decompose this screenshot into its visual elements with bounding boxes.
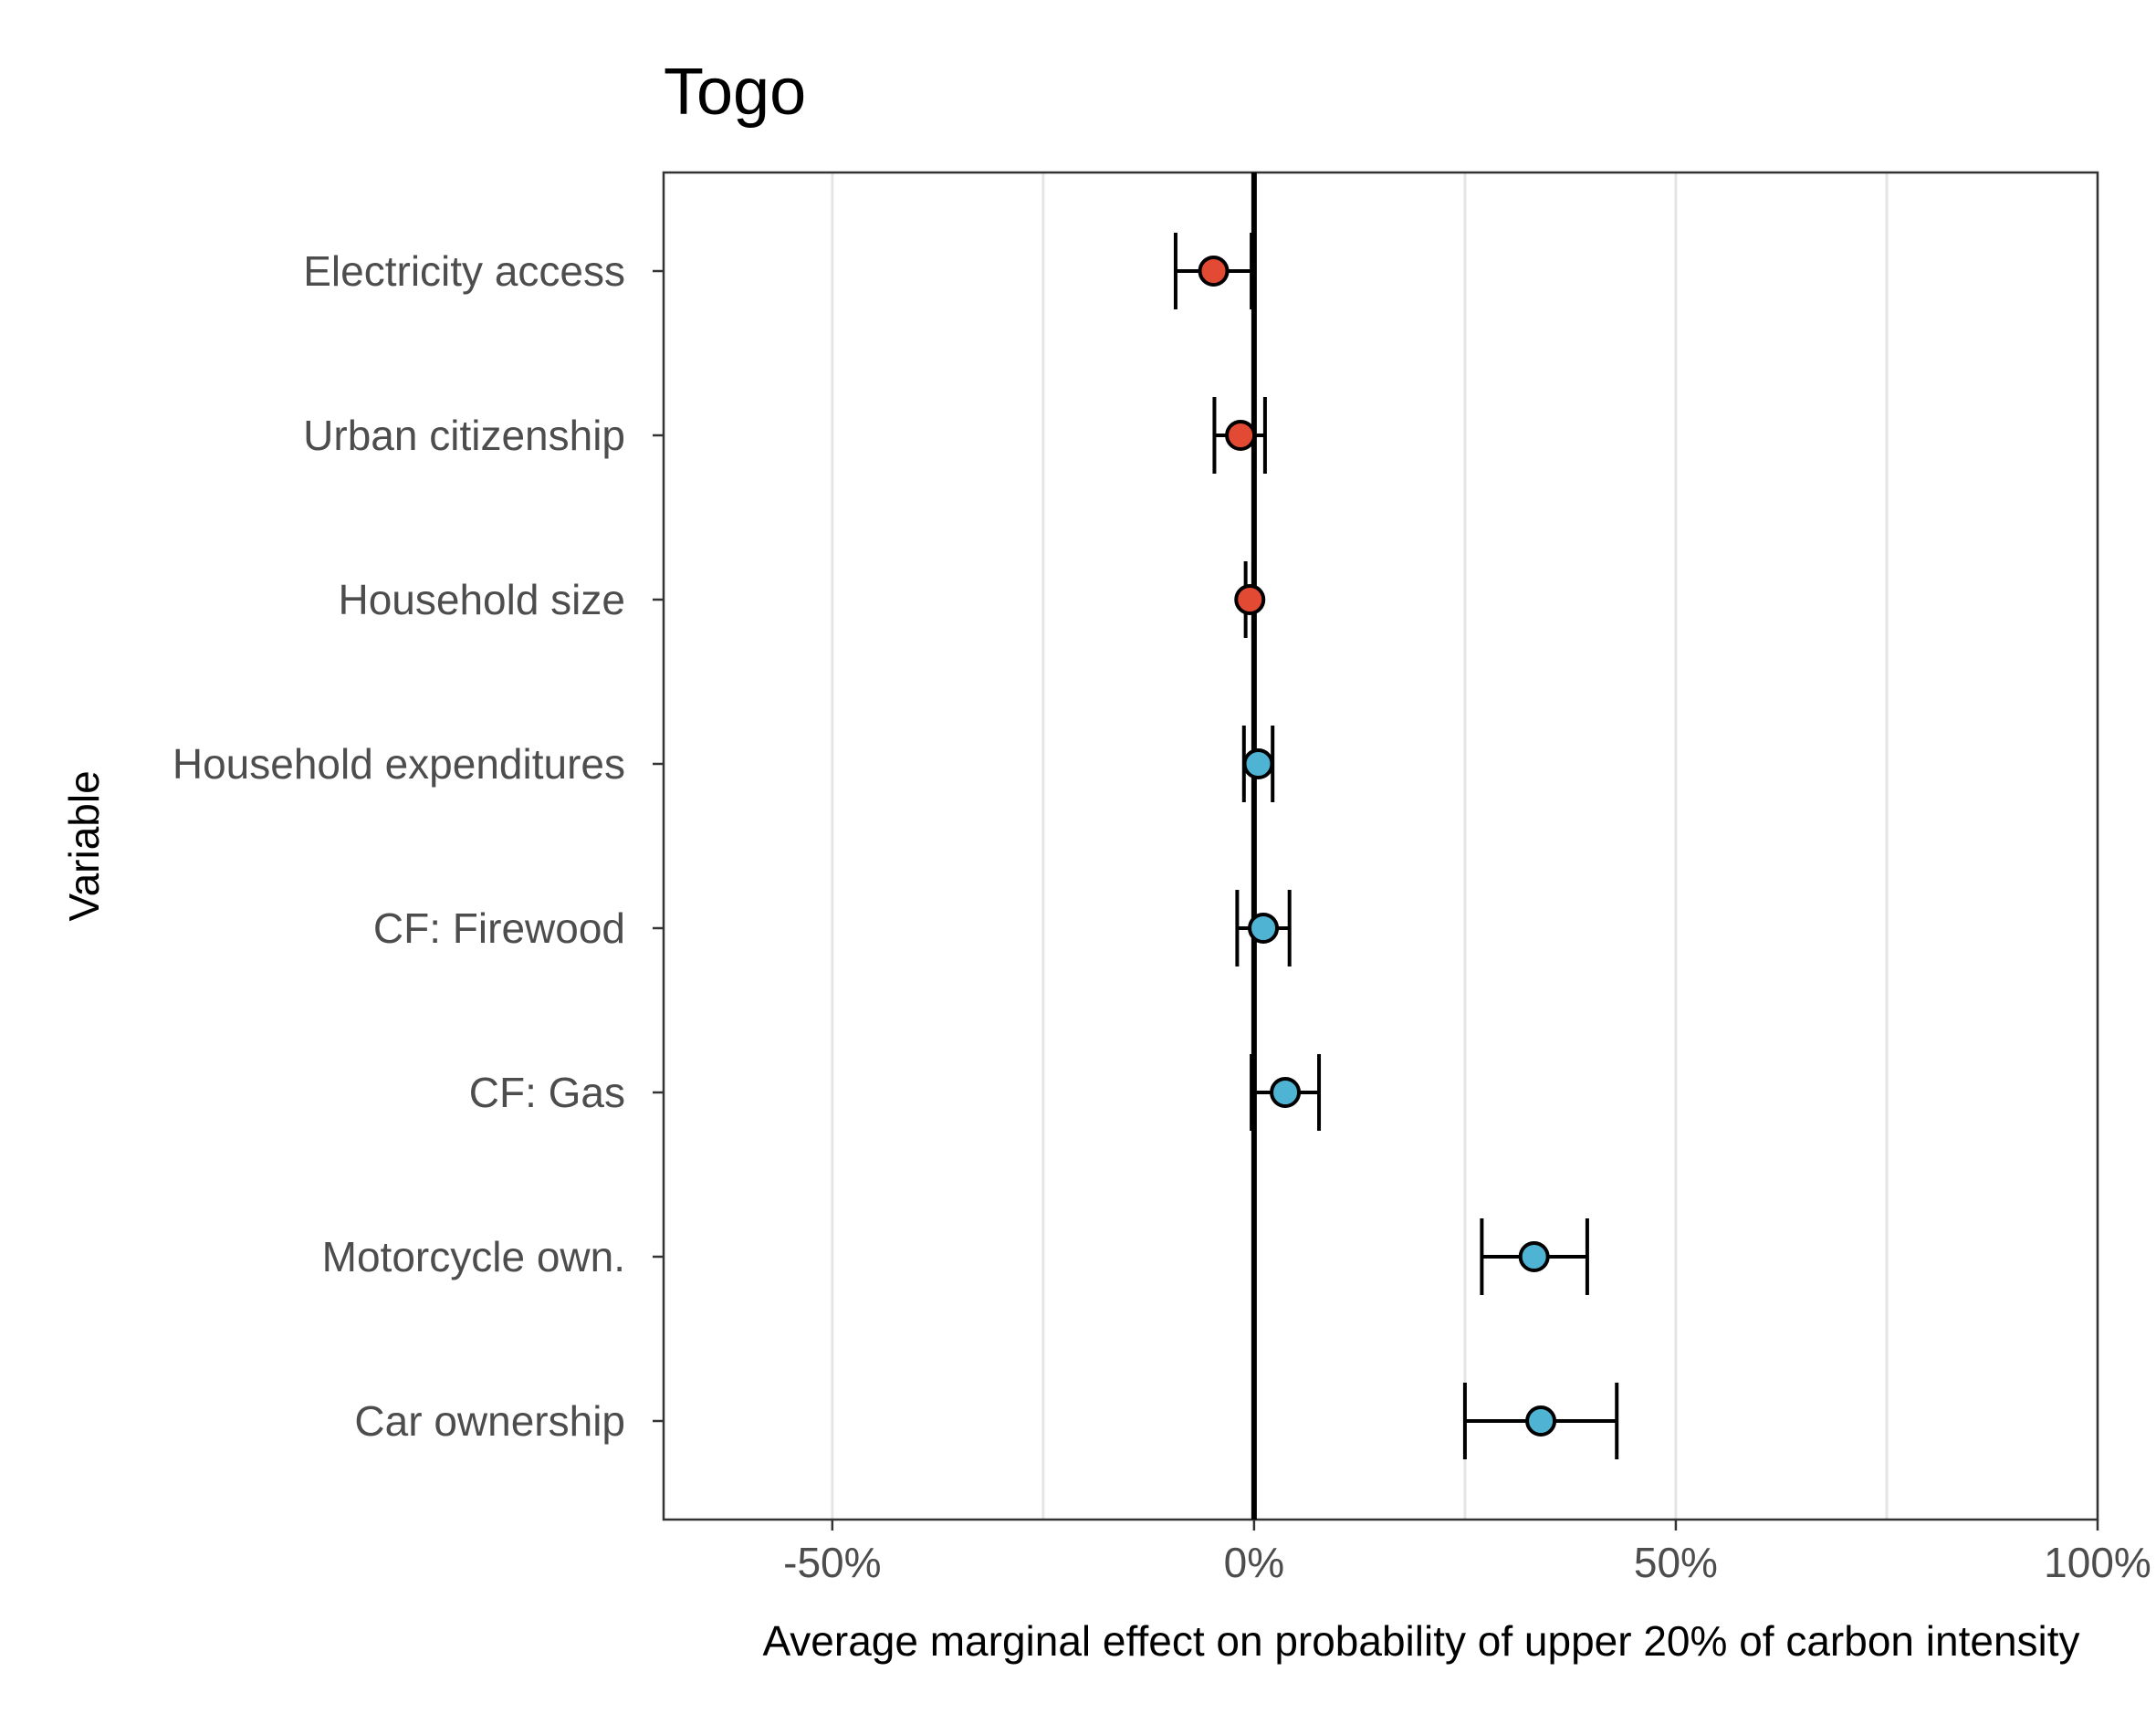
chart-title: Togo	[664, 56, 806, 129]
point-estimate	[1270, 1077, 1302, 1108]
x-tick-label: 50%	[1634, 1539, 1718, 1586]
data-point-group	[1480, 1218, 1589, 1295]
y-axis: Electricity access Urban citizenship House…	[173, 247, 664, 1445]
y-tick-label: Electricity access	[303, 247, 625, 295]
x-axis-title: Average marginal effect on probability o…	[762, 1617, 2079, 1665]
x-axis: -50% 0% 50% 100%	[783, 1520, 2151, 1586]
y-tick-label: Household size	[338, 576, 625, 623]
y-tick-label: CF: Firewood	[373, 904, 625, 952]
point-estimate	[1225, 420, 1257, 451]
x-tick-label: -50%	[783, 1539, 881, 1586]
point-estimate	[1525, 1405, 1557, 1437]
y-tick-label: CF: Gas	[469, 1069, 625, 1116]
x-tick-label: 100%	[2044, 1539, 2151, 1586]
data-point-group	[1173, 233, 1254, 309]
point-estimate	[1198, 256, 1230, 287]
data-point-group	[1235, 890, 1292, 966]
point-estimate	[1242, 748, 1274, 779]
point-estimate	[1234, 584, 1266, 615]
y-axis-title: Variable	[60, 770, 108, 921]
data-marks	[1173, 233, 1619, 1459]
data-point-group	[1234, 561, 1266, 638]
data-point-group	[1241, 726, 1275, 802]
y-tick-label: Household expenditures	[173, 740, 625, 788]
data-point-group	[1462, 1383, 1619, 1459]
point-estimate	[1518, 1241, 1550, 1272]
data-point-group	[1250, 1054, 1322, 1131]
data-point-group	[1212, 397, 1267, 474]
y-tick-label: Motorcycle own.	[322, 1233, 625, 1280]
x-tick-label: 0%	[1224, 1539, 1284, 1586]
y-tick-label: Urban citizenship	[303, 412, 625, 459]
y-tick-label: Car ownership	[354, 1397, 625, 1445]
plot-panel	[662, 171, 2099, 1521]
point-estimate	[1248, 913, 1280, 944]
gridlines	[831, 172, 2099, 1520]
